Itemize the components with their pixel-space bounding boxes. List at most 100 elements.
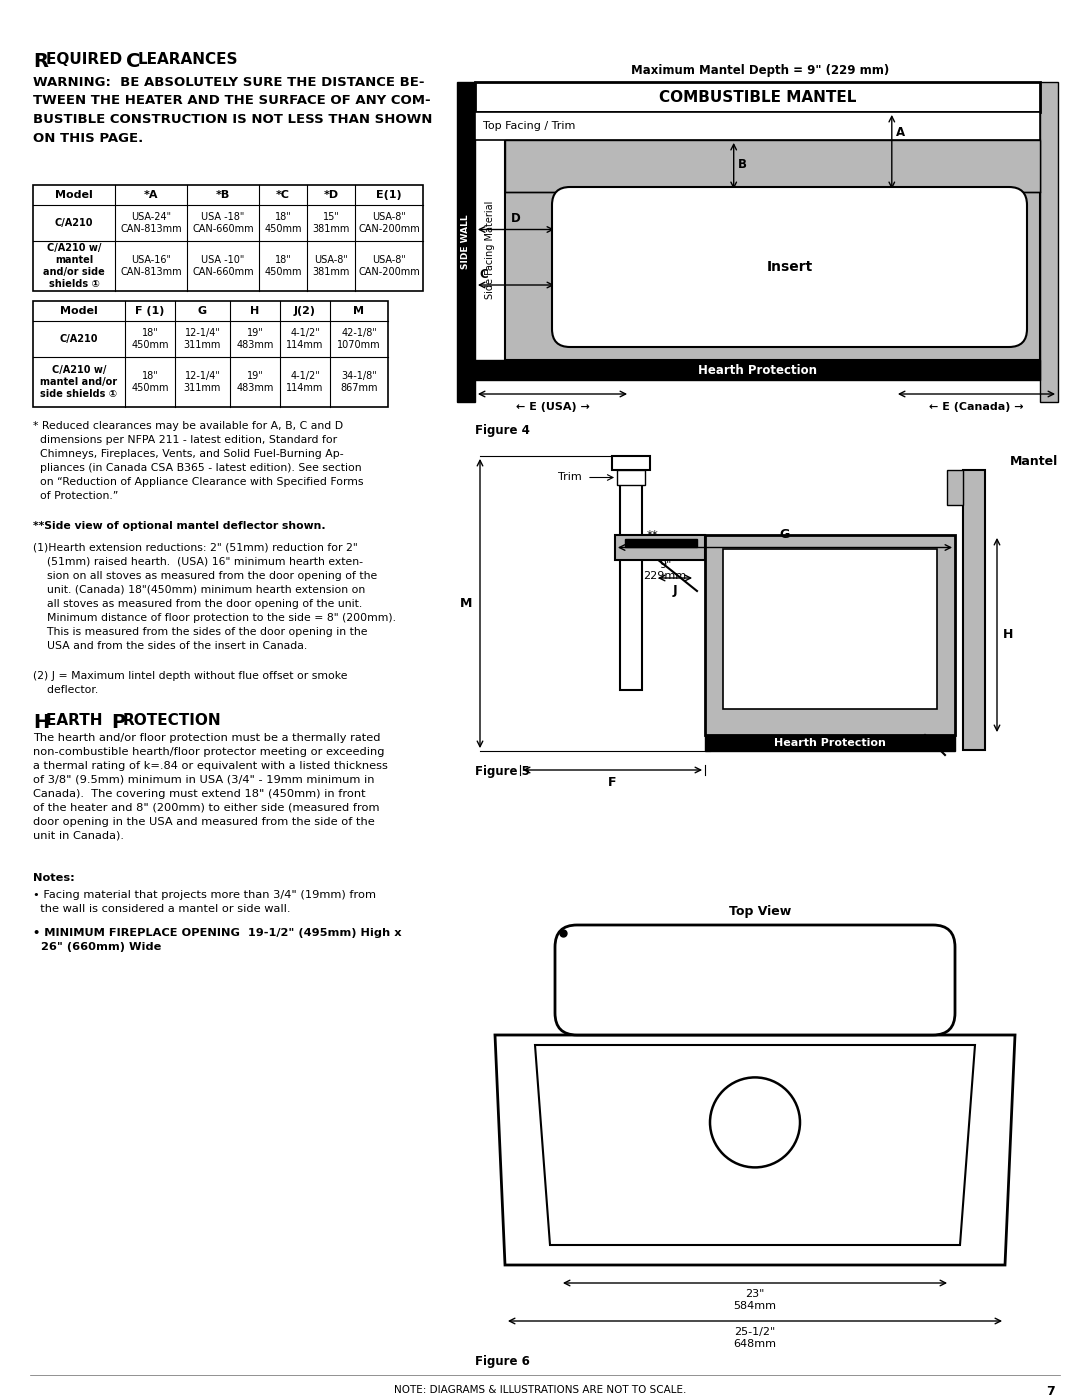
Text: (1)Hearth extension reductions: 2" (51mm) reduction for 2"
    (51mm) raised hea: (1)Hearth extension reductions: 2" (51mm… bbox=[33, 543, 396, 651]
Text: WARNING:  BE ABSOLUTELY SURE THE DISTANCE BE-
TWEEN THE HEATER AND THE SURFACE O: WARNING: BE ABSOLUTELY SURE THE DISTANCE… bbox=[33, 75, 432, 144]
Text: H: H bbox=[33, 712, 50, 732]
Text: 7: 7 bbox=[1047, 1384, 1055, 1397]
Text: M: M bbox=[460, 597, 472, 610]
Text: USA-8"
CAN-200mm: USA-8" CAN-200mm bbox=[359, 256, 420, 277]
Text: 4-1/2"
114mm: 4-1/2" 114mm bbox=[286, 328, 324, 351]
Polygon shape bbox=[535, 1045, 975, 1245]
Text: The hearth and/or floor protection must be a thermally rated
non-combustible hea: The hearth and/or floor protection must … bbox=[33, 733, 388, 841]
Text: (2) J = Maximum lintel depth without flue offset or smoke
    deflector.: (2) J = Maximum lintel depth without flu… bbox=[33, 671, 348, 694]
Text: 12-1/4"
311mm: 12-1/4" 311mm bbox=[184, 328, 221, 351]
Text: *D: *D bbox=[323, 190, 338, 200]
Text: LEARANCES: LEARANCES bbox=[138, 52, 239, 67]
Text: SIDE WALL: SIDE WALL bbox=[461, 215, 471, 270]
Text: USA-8"
CAN-200mm: USA-8" CAN-200mm bbox=[359, 212, 420, 235]
Bar bbox=[505, 140, 1040, 360]
Text: *A: *A bbox=[144, 190, 159, 200]
Text: G: G bbox=[198, 306, 207, 316]
Text: ROTECTION: ROTECTION bbox=[123, 712, 221, 728]
Text: USA-24"
CAN-813mm: USA-24" CAN-813mm bbox=[120, 212, 181, 235]
Bar bbox=[475, 112, 1040, 140]
Bar bbox=[475, 82, 1040, 112]
Circle shape bbox=[710, 1077, 800, 1168]
Text: C/A210: C/A210 bbox=[59, 334, 98, 344]
Text: 12-1/4"
311mm: 12-1/4" 311mm bbox=[184, 372, 221, 393]
Text: Insert: Insert bbox=[767, 260, 812, 274]
Text: Top Facing / Trim: Top Facing / Trim bbox=[483, 122, 576, 131]
Text: Model: Model bbox=[55, 190, 93, 200]
Text: * Reduced clearances may be available for A, B, C and D
  dimensions per NFPA 21: * Reduced clearances may be available fo… bbox=[33, 420, 364, 502]
Text: F: F bbox=[608, 775, 617, 789]
Text: C/A210: C/A210 bbox=[55, 218, 93, 228]
Text: EQUIRED: EQUIRED bbox=[46, 52, 127, 67]
Text: F (1): F (1) bbox=[135, 306, 164, 316]
Bar bbox=[625, 539, 697, 548]
Text: ← E (USA) →: ← E (USA) → bbox=[515, 402, 590, 412]
Text: P: P bbox=[111, 712, 125, 732]
Text: C: C bbox=[480, 268, 488, 281]
Text: • Facing material that projects more than 3/4" (19mm) from
  the wall is conside: • Facing material that projects more tha… bbox=[33, 890, 376, 914]
Text: G: G bbox=[780, 528, 791, 542]
Bar bbox=[612, 455, 650, 469]
Bar bbox=[33, 300, 388, 407]
Text: Hearth Protection: Hearth Protection bbox=[698, 363, 816, 377]
Text: Figure 6: Figure 6 bbox=[475, 1355, 530, 1368]
Text: USA -10"
CAN-660mm: USA -10" CAN-660mm bbox=[192, 256, 254, 277]
Text: *B: *B bbox=[216, 190, 230, 200]
Text: 18"
450mm: 18" 450mm bbox=[265, 212, 301, 235]
Text: Mantel: Mantel bbox=[1010, 455, 1058, 468]
Text: C/A210 w/
mantel and/or
side shields ①: C/A210 w/ mantel and/or side shields ① bbox=[40, 365, 118, 400]
Text: USA -18"
CAN-660mm: USA -18" CAN-660mm bbox=[192, 212, 254, 235]
Bar bbox=[947, 469, 963, 504]
Text: 25-1/2"
648mm: 25-1/2" 648mm bbox=[733, 1327, 777, 1348]
Bar bbox=[963, 469, 985, 750]
FancyBboxPatch shape bbox=[555, 925, 955, 1035]
Text: 19"
483mm: 19" 483mm bbox=[237, 328, 273, 351]
Text: C: C bbox=[126, 52, 140, 71]
Text: Trim: Trim bbox=[558, 472, 582, 482]
Text: **: ** bbox=[647, 529, 659, 542]
Text: 34-1/8"
867mm: 34-1/8" 867mm bbox=[340, 372, 378, 393]
Text: Figure 4: Figure 4 bbox=[475, 425, 530, 437]
Bar bbox=[475, 360, 1040, 380]
Text: Side Facing Material: Side Facing Material bbox=[485, 201, 495, 299]
Text: 42-1/8"
1070mm: 42-1/8" 1070mm bbox=[337, 328, 381, 351]
Bar bbox=[705, 535, 955, 735]
Bar bbox=[505, 140, 1040, 191]
Text: USA-16"
CAN-813mm: USA-16" CAN-813mm bbox=[120, 256, 181, 277]
Bar bbox=[723, 549, 937, 710]
Bar bbox=[1040, 82, 1058, 402]
Text: EARTH: EARTH bbox=[46, 712, 108, 728]
Text: Maximum Mantel Depth = 9" (229 mm): Maximum Mantel Depth = 9" (229 mm) bbox=[631, 64, 889, 77]
Text: H: H bbox=[1003, 629, 1013, 641]
Text: Model: Model bbox=[60, 306, 98, 316]
Text: USA-8"
381mm: USA-8" 381mm bbox=[312, 256, 350, 277]
Text: J(2): J(2) bbox=[294, 306, 316, 316]
Text: 18"
450mm: 18" 450mm bbox=[132, 372, 168, 393]
Bar bbox=[705, 735, 955, 752]
Text: 23"
584mm: 23" 584mm bbox=[733, 1289, 777, 1310]
Text: Figure 5: Figure 5 bbox=[475, 766, 530, 778]
Text: Notes:: Notes: bbox=[33, 873, 75, 883]
Text: E(1): E(1) bbox=[376, 190, 402, 200]
Bar bbox=[620, 469, 642, 690]
Text: 19"
483mm: 19" 483mm bbox=[237, 372, 273, 393]
Bar bbox=[615, 535, 705, 560]
Text: B: B bbox=[738, 158, 746, 170]
Text: ← E (Canada) →: ← E (Canada) → bbox=[929, 402, 1024, 412]
Text: COMBUSTIBLE MANTEL: COMBUSTIBLE MANTEL bbox=[659, 89, 856, 105]
Text: 18"
450mm: 18" 450mm bbox=[132, 328, 168, 351]
Polygon shape bbox=[495, 1035, 1015, 1266]
Text: • MINIMUM FIREPLACE OPENING  19-1/2" (495mm) High x
  26" (660mm) Wide: • MINIMUM FIREPLACE OPENING 19-1/2" (495… bbox=[33, 928, 402, 951]
Text: R: R bbox=[33, 52, 48, 71]
Text: J: J bbox=[673, 584, 677, 597]
Text: NOTE: DIAGRAMS & ILLUSTRATIONS ARE NOT TO SCALE.: NOTE: DIAGRAMS & ILLUSTRATIONS ARE NOT T… bbox=[394, 1384, 686, 1396]
Text: C/A210 w/
mantel
and/or side
shields ①: C/A210 w/ mantel and/or side shields ① bbox=[43, 243, 105, 289]
Text: M: M bbox=[353, 306, 365, 316]
Text: Top View: Top View bbox=[729, 905, 792, 918]
Bar bbox=[33, 184, 423, 291]
Text: D: D bbox=[511, 212, 521, 225]
Text: H: H bbox=[251, 306, 259, 316]
Text: A: A bbox=[895, 126, 905, 138]
Text: 9"
229mm: 9" 229mm bbox=[644, 560, 687, 581]
Bar bbox=[457, 82, 475, 402]
